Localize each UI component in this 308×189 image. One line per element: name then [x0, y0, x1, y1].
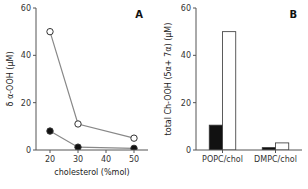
x-axis-label: cholesterol (%mol) — [54, 168, 129, 177]
panel: 0 20 40 60 total Ch-OOH (5α+ 7α) (μM) POPC/ch… — [164, 4, 303, 164]
plot-area — [209, 32, 289, 150]
bar — [223, 32, 236, 150]
x-tick-label: DMPC/chol — [254, 155, 297, 164]
point — [47, 128, 53, 134]
x-axis-line — [36, 150, 148, 151]
y-axis-line — [196, 8, 197, 150]
point — [75, 121, 81, 127]
y-tick-label: 20 — [181, 99, 191, 108]
y-tick-label: 40 — [21, 51, 31, 60]
panel: 0 20 40 60 δ α-OOH (μM) 20 30 40 50cholesterol (… — [6, 4, 149, 177]
bar — [209, 125, 222, 150]
x-tick-label: POPC/chol — [202, 155, 243, 164]
y-tick-label: 20 — [21, 99, 31, 108]
y-tick-label: 60 — [21, 4, 31, 13]
x-tick-label: 40 — [101, 155, 111, 164]
y-tick-label: 0 — [26, 146, 31, 155]
point — [47, 28, 53, 34]
y-tick-label: 40 — [181, 51, 191, 60]
y-tick-label: 0 — [186, 146, 191, 155]
figure: 0 20 40 60 δ α-OOH (μM) 20 30 40 50cholesterol (… — [0, 0, 308, 189]
x-tick-label: 30 — [73, 155, 83, 164]
series-line — [50, 32, 134, 139]
panel-label: B — [289, 9, 297, 20]
plot-area — [47, 28, 137, 150]
bar — [276, 143, 289, 150]
series-line — [50, 131, 134, 148]
x-tick-label: 20 — [45, 155, 55, 164]
y-tick-label: 60 — [181, 4, 191, 13]
point — [75, 144, 81, 150]
panel-label: A — [135, 9, 143, 20]
point — [131, 135, 137, 141]
y-axis-line — [36, 8, 37, 150]
y-axis-label: total Ch-OOH (5α+ 7α) (μM) — [164, 23, 173, 136]
point — [131, 145, 137, 150]
x-tick-label: 50 — [129, 155, 139, 164]
y-axis-label: δ α-OOH (μM) — [6, 52, 15, 107]
x-axis-line — [196, 150, 302, 151]
